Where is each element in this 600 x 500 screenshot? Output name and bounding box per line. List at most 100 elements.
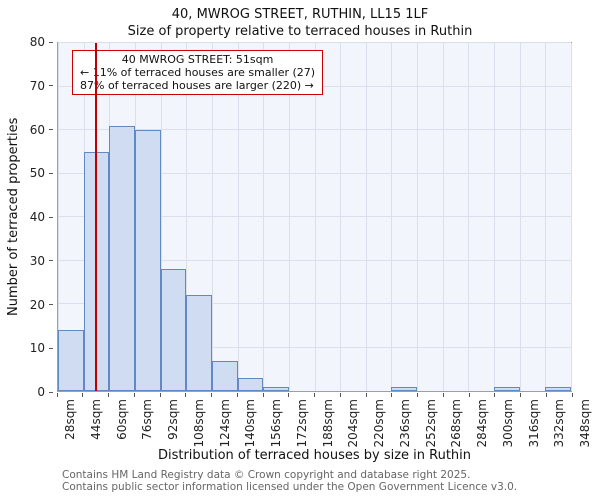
- x-tick-mark: [133, 393, 135, 397]
- v-gridline: [186, 43, 188, 391]
- property-marker-line: [94, 43, 97, 391]
- histogram-bar: [134, 130, 161, 391]
- v-gridline: [417, 43, 419, 391]
- v-gridline: [340, 43, 342, 391]
- y-tick-label: 30: [29, 253, 45, 268]
- v-gridline: [391, 43, 393, 391]
- x-tick-mark: [391, 393, 393, 397]
- x-tick-label: 332sqm: [552, 399, 567, 448]
- histogram-bar: [494, 386, 520, 391]
- footer-line-2: Contains public sector information licen…: [62, 480, 518, 493]
- x-tick-label: 188sqm: [320, 399, 335, 448]
- plot-area: 40 MWROG STREET: 51sqm ← 11% of terraced…: [57, 42, 572, 392]
- x-tick-label: 204sqm: [346, 399, 361, 448]
- x-tick-label: 300sqm: [500, 399, 515, 448]
- v-gridline: [211, 43, 213, 391]
- x-tick-label: 44sqm: [88, 399, 103, 440]
- x-tick-label: 60sqm: [114, 399, 129, 440]
- x-tick-mark: [520, 393, 521, 397]
- v-gridline: [571, 43, 572, 391]
- x-tick-mark: [571, 393, 573, 397]
- x-tick-mark: [159, 393, 161, 397]
- x-tick-mark: [185, 393, 187, 397]
- x-tick-label: 348sqm: [578, 399, 592, 448]
- y-tick-mark: [49, 260, 53, 262]
- histogram-bar: [211, 360, 238, 391]
- v-gridline: [468, 43, 470, 391]
- v-gridline: [288, 43, 290, 391]
- v-gridline: [314, 43, 316, 391]
- x-tick-label: 172sqm: [294, 399, 309, 448]
- y-tick-labels: 0 10 20 30 40 50 60 70 80: [0, 35, 53, 399]
- x-tick-mark: [417, 393, 418, 397]
- x-tick-label: 252sqm: [423, 399, 438, 448]
- histogram-bar: [391, 386, 418, 391]
- y-tick-label: 60: [29, 122, 45, 137]
- x-tick-mark: [262, 393, 264, 397]
- x-tick-mark: [108, 393, 109, 397]
- x-tick-label: 76sqm: [140, 399, 155, 440]
- x-tick-label: 124sqm: [217, 399, 232, 448]
- y-tick-label: 20: [29, 297, 45, 312]
- annotation-property-line: 40 MWROG STREET: 51sqm: [121, 53, 274, 66]
- v-gridline: [545, 43, 547, 391]
- y-tick-mark: [49, 391, 53, 393]
- footer: Contains HM Land Registry data © Crown c…: [62, 469, 592, 493]
- histogram-bar: [237, 377, 264, 391]
- y-tick-label: 40: [29, 210, 45, 224]
- v-gridline: [58, 43, 59, 391]
- chart-title: 40, MWROG STREET, RUTHIN, LL15 1LF: [171, 7, 429, 22]
- x-tick-mark: [288, 393, 290, 397]
- v-gridline: [237, 43, 239, 391]
- chart-subtitle: Size of property relative to terraced ho…: [127, 24, 473, 39]
- annotation-smaller-line: ← 11% of terraced houses are smaller (27…: [80, 66, 316, 79]
- chart-header: 40, MWROG STREET, RUTHIN, LL15 1LF Size …: [0, 6, 600, 40]
- x-tick-mark: [236, 393, 238, 397]
- histogram-bar: [109, 125, 135, 391]
- v-gridline: [442, 43, 444, 391]
- y-tick-label: 80: [29, 35, 45, 49]
- x-tick-label: 108sqm: [191, 399, 206, 448]
- y-tick-mark: [49, 304, 53, 305]
- v-gridline: [494, 43, 496, 391]
- x-tick-mark: [468, 393, 470, 397]
- histogram-bar: [160, 269, 187, 391]
- x-axis-label: Distribution of terraced houses by size …: [157, 448, 472, 463]
- footer-line-1: Contains HM Land Registry data © Crown c…: [62, 469, 471, 481]
- x-tick-labels: 28sqm 44sqm 60sqm 76sqm 92sqm 108sqm 124sqm 140…: [56, 393, 592, 451]
- x-tick-mark: [442, 393, 444, 397]
- y-tick-mark: [49, 129, 53, 130]
- v-gridline: [365, 43, 367, 391]
- y-tick-label: 70: [29, 78, 45, 93]
- histogram-bar: [263, 386, 289, 391]
- x-tick-label: 316sqm: [526, 399, 541, 448]
- h-gridline: [58, 42, 571, 43]
- annotation-box: 40 MWROG STREET: 51sqm ← 11% of terraced…: [72, 50, 324, 95]
- y-tick-label: 10: [29, 341, 45, 356]
- x-tick-label: 28sqm: [63, 399, 77, 440]
- x-tick-label: 268sqm: [449, 399, 464, 448]
- x-tick-mark: [56, 393, 58, 397]
- x-tick-label: 92sqm: [166, 399, 180, 440]
- y-tick-mark: [49, 347, 53, 349]
- histogram-bar: [545, 386, 571, 391]
- x-tick-mark: [365, 393, 367, 397]
- x-tick-mark: [82, 393, 84, 397]
- y-tick-mark: [49, 85, 53, 87]
- x-tick-mark: [314, 393, 315, 397]
- y-tick-mark: [49, 216, 53, 218]
- v-gridline: [160, 43, 162, 391]
- histogram-bar: [186, 295, 212, 391]
- x-tick-label: 220sqm: [372, 399, 386, 448]
- v-gridline: [519, 43, 521, 391]
- x-tick-mark: [339, 393, 341, 397]
- x-tick-mark: [545, 393, 547, 397]
- x-tick-mark: [494, 393, 496, 397]
- histogram-bar: [58, 330, 84, 391]
- y-tick-label: 0: [37, 385, 45, 399]
- y-tick-label: 50: [29, 166, 45, 181]
- y-tick-mark: [49, 41, 53, 43]
- x-tick-label: 140sqm: [243, 399, 258, 448]
- v-gridline: [263, 43, 265, 391]
- x-tick-label: 236sqm: [397, 399, 412, 448]
